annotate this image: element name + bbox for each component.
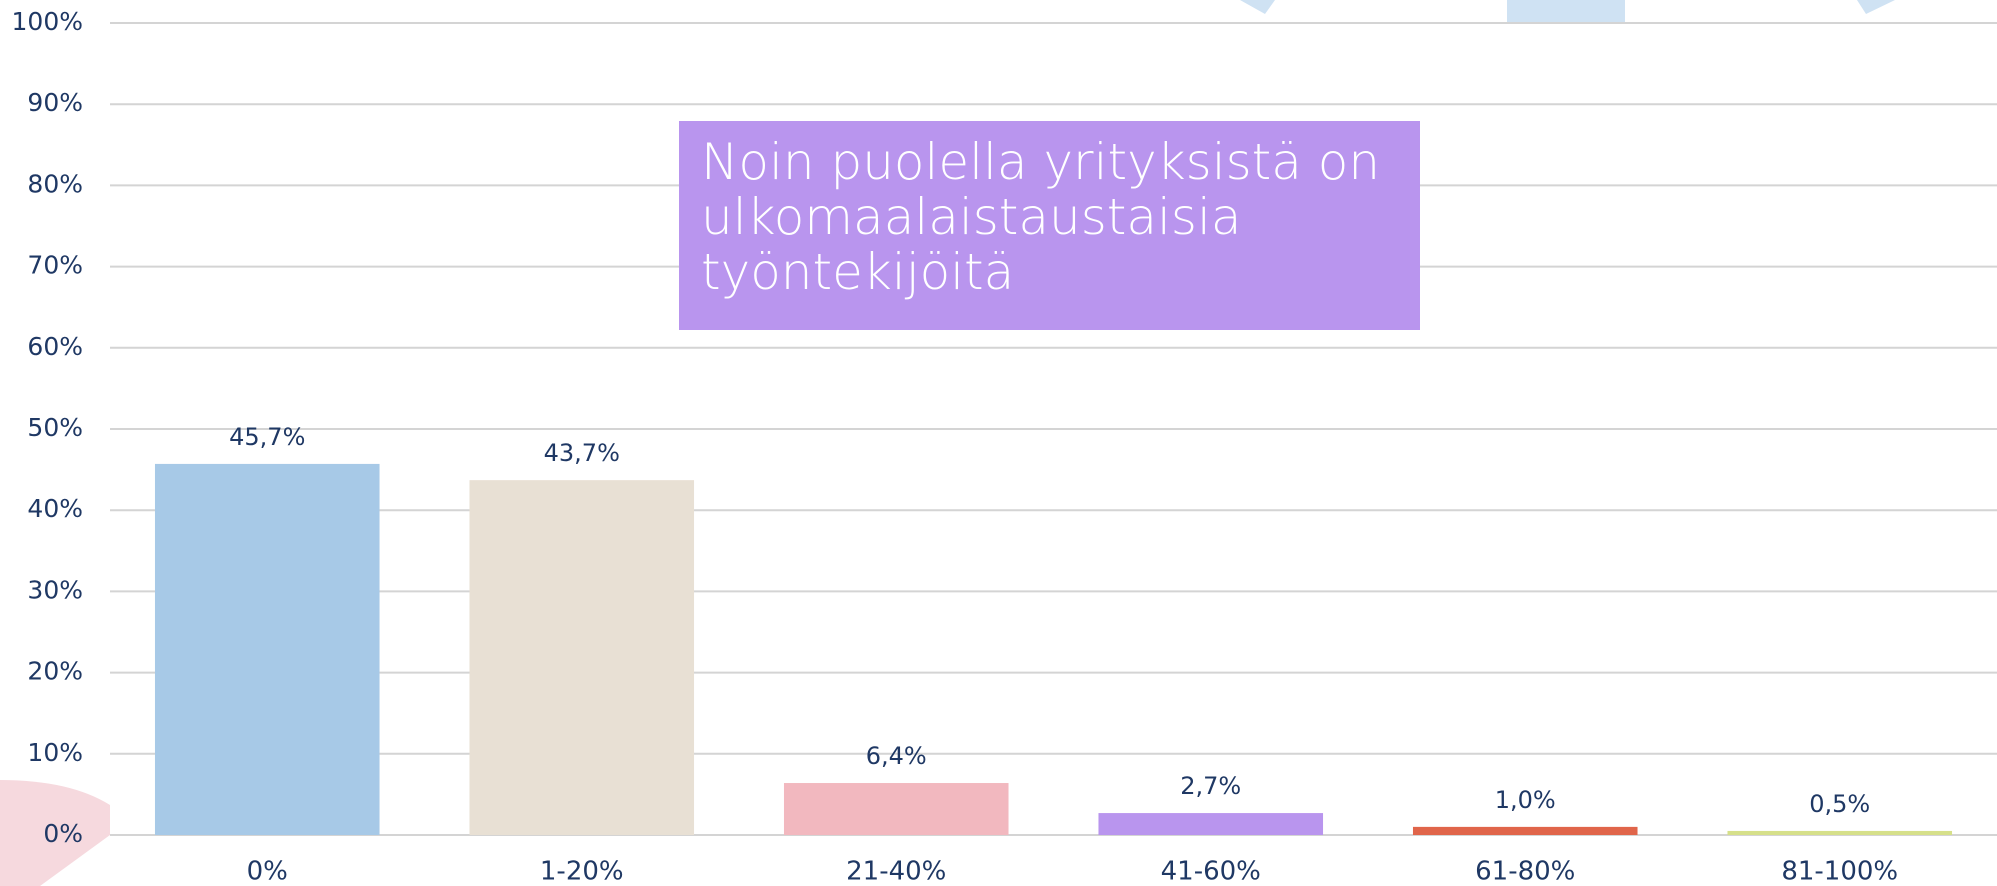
y-tick-label: 30% xyxy=(27,575,83,604)
x-tick-label: 21-40% xyxy=(846,857,946,886)
y-tick-label: 90% xyxy=(27,88,83,117)
bar xyxy=(1412,826,1638,835)
data-label: 0,5% xyxy=(1809,790,1870,818)
bar xyxy=(154,463,380,835)
bar xyxy=(783,783,1009,835)
x-tick-label: 41-60% xyxy=(1161,857,1261,886)
y-tick-label: 50% xyxy=(27,413,83,442)
y-tick-label: 40% xyxy=(27,494,83,523)
y-tick-label: 60% xyxy=(27,332,83,361)
decorations xyxy=(0,0,1895,886)
decor-shape xyxy=(1240,0,1275,14)
decor-shape xyxy=(1507,0,1625,23)
bar xyxy=(469,480,695,835)
decor-shape xyxy=(1857,0,1895,14)
y-tick-label: 70% xyxy=(27,251,83,280)
y-tick-label: 10% xyxy=(27,738,83,767)
y-tick-label: 20% xyxy=(27,657,83,686)
y-tick-label: 0% xyxy=(43,819,83,848)
annotation-box: Noin puolella yrityksistä on ulkomaalais… xyxy=(679,121,1420,330)
data-label: 45,7% xyxy=(229,423,305,451)
y-tick-label: 80% xyxy=(27,169,83,198)
bar xyxy=(1727,830,1953,835)
data-label: 2,7% xyxy=(1180,772,1241,800)
data-label: 6,4% xyxy=(866,742,927,770)
data-label: 43,7% xyxy=(544,439,620,467)
x-tick-label: 81-100% xyxy=(1781,857,1898,886)
decor-shape xyxy=(0,780,110,886)
x-tick-label: 0% xyxy=(247,857,288,886)
y-tick-label: 100% xyxy=(12,7,83,36)
x-tick-label: 61-80% xyxy=(1475,857,1575,886)
bar xyxy=(1098,813,1324,835)
x-tick-label: 1-20% xyxy=(540,857,624,886)
data-label: 1,0% xyxy=(1495,786,1556,814)
